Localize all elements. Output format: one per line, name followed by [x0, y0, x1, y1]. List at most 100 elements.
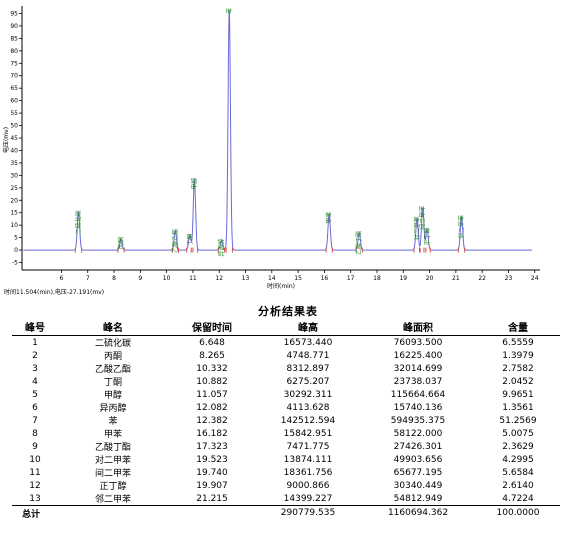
table-row: 2 丙酮 8.265 4748.771 16225.400 1.3979 — [12, 349, 560, 363]
cell-peak-no: 13 — [29, 493, 41, 504]
peak-label: 间二甲苯 — [419, 206, 427, 230]
cell-retention-time: 11.057 — [196, 389, 228, 400]
cell-peak-height: 6275.207 — [286, 376, 330, 387]
cell-peak-no: 6 — [32, 402, 38, 413]
cell-peak-area: 58122.000 — [393, 428, 443, 439]
results-table: 峰号 峰名 保留时间 峰高 峰面积 含量 1 二硫化碳 6.648 16573.440… — [12, 318, 560, 520]
y-tick-label: 85 — [10, 35, 18, 42]
cell-peak-name: 间二甲苯 — [94, 469, 131, 479]
col-header-peak-no: 峰号 — [12, 318, 58, 336]
y-tick-label: 25 — [10, 185, 18, 192]
table-row: 1 二硫化碳 6.648 16573.440 76093.500 6.5559 — [12, 336, 560, 350]
x-tick-label: 21 — [452, 275, 460, 282]
cell-peak-area: 49903.656 — [393, 454, 443, 465]
y-tick-label: 20 — [10, 197, 18, 204]
cell-retention-time: 12.382 — [196, 415, 228, 426]
cell-peak-height: 16573.440 — [283, 337, 333, 348]
cell-content: 4.2995 — [502, 454, 534, 465]
x-tick-label: 8 — [112, 275, 116, 282]
cell-content: 100.0000 — [476, 505, 560, 520]
cell-peak-area: 65677.195 — [393, 467, 443, 478]
cell-content: 4.7224 — [502, 493, 534, 504]
cell-peak-no: 12 — [29, 480, 41, 491]
cell-peak-no: 9 — [32, 441, 38, 452]
cell-peak-height: 4113.628 — [286, 402, 330, 413]
cell-peak-no: 总计 — [12, 505, 58, 520]
x-axis-label: 时间(min) — [267, 282, 295, 290]
x-tick-label: 17 — [347, 275, 355, 282]
table-title: 分析结果表 — [258, 305, 318, 318]
cell-peak-no: 7 — [32, 415, 38, 426]
table-row: 11 间二甲苯 19.740 18361.756 65677.195 5.6584 — [12, 466, 560, 480]
cell-content: 1.3979 — [502, 350, 534, 361]
y-ticks: -5 0 5 10 15 20 25 30 35 40 45 50 55 60 65 70 75 80 85 90 95 — [10, 10, 22, 267]
chromatogram-chart: 电压(mv) -5 0 5 10 15 20 25 30 35 40 45 50 55 60 65 70 75 8… — [2, 6, 540, 290]
cell-peak-no: 8 — [32, 428, 38, 439]
x-tick-label: 14 — [268, 275, 276, 282]
cell-retention-time: 12.082 — [196, 402, 228, 413]
cell-content: 51.2569 — [499, 415, 537, 426]
cell-peak-area: 115664.664 — [390, 389, 446, 400]
peak-label: 乙酸乙酯 — [171, 229, 179, 253]
peak-label: 丁酮 — [187, 234, 194, 246]
y-tick-label: 10 — [10, 222, 18, 229]
y-tick-label: 15 — [10, 210, 18, 217]
x-tick-label: 24 — [531, 275, 539, 282]
x-tick-label: 18 — [373, 275, 381, 282]
cursor-status: 时间11.504(min),电压-27.191(mv) — [4, 289, 105, 296]
cell-retention-time: 19.523 — [196, 454, 228, 465]
cell-peak-name: 邻二甲苯 — [94, 495, 131, 505]
table-row: 5 甲醇 11.057 30292.311 115664.664 9.9651 — [12, 388, 560, 402]
peak-label: 邻二甲苯 — [458, 215, 466, 239]
cell-peak-name: 苯 — [108, 417, 118, 427]
x-tick-label: 7 — [86, 275, 90, 282]
cell-peak-height: 30292.311 — [283, 389, 333, 400]
cell-retention-time: 8.265 — [199, 350, 225, 361]
cell-retention-time: 6.648 — [199, 337, 225, 348]
x-tick-label: 15 — [294, 275, 302, 282]
table-row: 6 异丙醇 12.082 4113.628 15740.136 1.3561 — [12, 401, 560, 415]
x-tick-label: 19 — [399, 275, 407, 282]
peak-label: 二硫化碳 — [74, 210, 82, 234]
cell-peak-height: 15842.951 — [283, 428, 333, 439]
cell-peak-height: 14399.227 — [283, 493, 333, 504]
y-tick-label: 5 — [14, 235, 18, 242]
table-row: 8 甲苯 16.182 15842.951 58122.000 5.0075 — [12, 427, 560, 441]
cell-peak-area: 16225.400 — [393, 350, 443, 361]
peak-label: 甲醇 — [190, 178, 198, 190]
cell-peak-height: 4748.771 — [286, 350, 330, 361]
y-tick-label: 55 — [10, 110, 18, 117]
cell-retention-time: 21.215 — [196, 493, 228, 504]
y-tick-label: -5 — [12, 260, 18, 267]
peak-label: 对二甲苯 — [413, 216, 421, 240]
x-ticks: 6 7 8 9 10 11 12 13 14 15 16 17 18 19 20 21 22 23 24 时间(min… — [60, 270, 539, 290]
cell-peak-height: 7471.775 — [286, 441, 330, 452]
peak-label: 异丙醇 — [217, 239, 225, 257]
cell-peak-name — [58, 505, 168, 520]
cell-peak-name: 乙酸乙酯 — [94, 365, 131, 375]
cell-peak-area: 23738.037 — [393, 376, 443, 387]
cell-peak-no: 1 — [32, 337, 38, 348]
y-tick-label: 40 — [10, 147, 18, 154]
y-tick-label: 65 — [10, 85, 18, 92]
x-tick-label: 12 — [215, 275, 223, 282]
col-header-peak-area: 峰面积 — [360, 318, 476, 336]
table-row: 10 对二甲苯 19.523 13874.111 49903.656 4.2995 — [12, 453, 560, 467]
col-header-content: 含量 — [476, 318, 560, 336]
cell-peak-area: 27426.301 — [393, 441, 443, 452]
col-header-peak-name: 峰名 — [58, 318, 168, 336]
cell-retention-time: 16.182 — [196, 428, 228, 439]
cell-peak-name: 异丙醇 — [99, 404, 127, 414]
cell-peak-name: 二硫化碳 — [94, 339, 131, 349]
peak-label: 甲苯 — [325, 212, 333, 224]
cell-peak-name: 正丁醇 — [99, 482, 127, 492]
cell-peak-name: 乙酸丁酯 — [94, 443, 131, 453]
table-row: 9 乙酸丁酯 17.323 7471.775 27426.301 2.3629 — [12, 440, 560, 454]
cell-peak-area: 32014.699 — [393, 363, 443, 374]
x-tick-label: 6 — [60, 275, 64, 282]
cell-peak-area: 1160694.362 — [360, 505, 476, 520]
y-tick-label: 80 — [10, 48, 18, 55]
cell-peak-no: 2 — [32, 350, 38, 361]
cell-peak-area: 54812.949 — [393, 493, 443, 504]
y-tick-label: 90 — [10, 23, 18, 30]
